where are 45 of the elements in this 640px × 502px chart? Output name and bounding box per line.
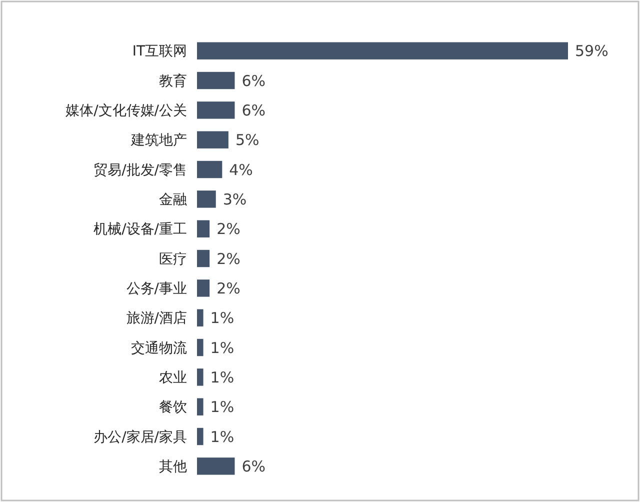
bar: [197, 72, 235, 90]
bar: [197, 368, 204, 386]
bar: [197, 428, 204, 446]
data-label: 59%: [575, 42, 608, 60]
data-label: 1%: [210, 338, 234, 357]
data-label: 6%: [242, 72, 266, 90]
data-label: 6%: [242, 101, 266, 120]
y-tick-label: 建筑地产: [130, 132, 187, 149]
bar: [197, 250, 210, 268]
data-label: 6%: [242, 457, 266, 476]
data-label: 1%: [210, 398, 234, 416]
data-label: 1%: [210, 368, 234, 386]
y-tick-label: 教育: [159, 72, 187, 90]
data-label: 2%: [216, 220, 240, 238]
bar: [197, 280, 210, 297]
bar: [197, 102, 235, 119]
y-tick-label: 其他: [159, 459, 187, 476]
y-tick-label: 媒体/文化传媒/公关: [66, 103, 187, 120]
bar: [197, 309, 204, 326]
bar: [197, 220, 210, 238]
bar: [197, 42, 568, 60]
y-tick-label: 农业: [159, 370, 187, 386]
y-tick-label: 公务/事业: [126, 281, 187, 298]
data-label: 1%: [210, 428, 234, 446]
y-tick-label: 金融: [159, 192, 187, 208]
data-label: 2%: [216, 279, 240, 298]
y-tick-label: 贸易/批发/零售: [94, 162, 187, 178]
data-label: 1%: [210, 309, 234, 328]
bar: [197, 338, 204, 356]
data-label: 4%: [229, 160, 253, 179]
data-label: 3%: [222, 190, 247, 208]
y-tick-label: 交通物流: [131, 340, 187, 356]
y-tick-label: 医疗: [159, 251, 187, 268]
bar: [197, 131, 228, 148]
y-tick-label: 办公/家居/家具: [94, 429, 187, 446]
bar: [197, 190, 216, 208]
data-label: 2%: [216, 250, 240, 268]
y-tick-label: IT互联网: [132, 44, 187, 60]
y-tick-label: 餐饮: [159, 400, 187, 416]
bar: [197, 160, 222, 178]
bar: [197, 458, 235, 475]
y-tick-label: 机械/设备/重工: [94, 222, 187, 238]
bar: [197, 398, 204, 416]
data-label: 5%: [235, 131, 260, 150]
y-tick-label: 旅游/酒店: [126, 310, 187, 327]
